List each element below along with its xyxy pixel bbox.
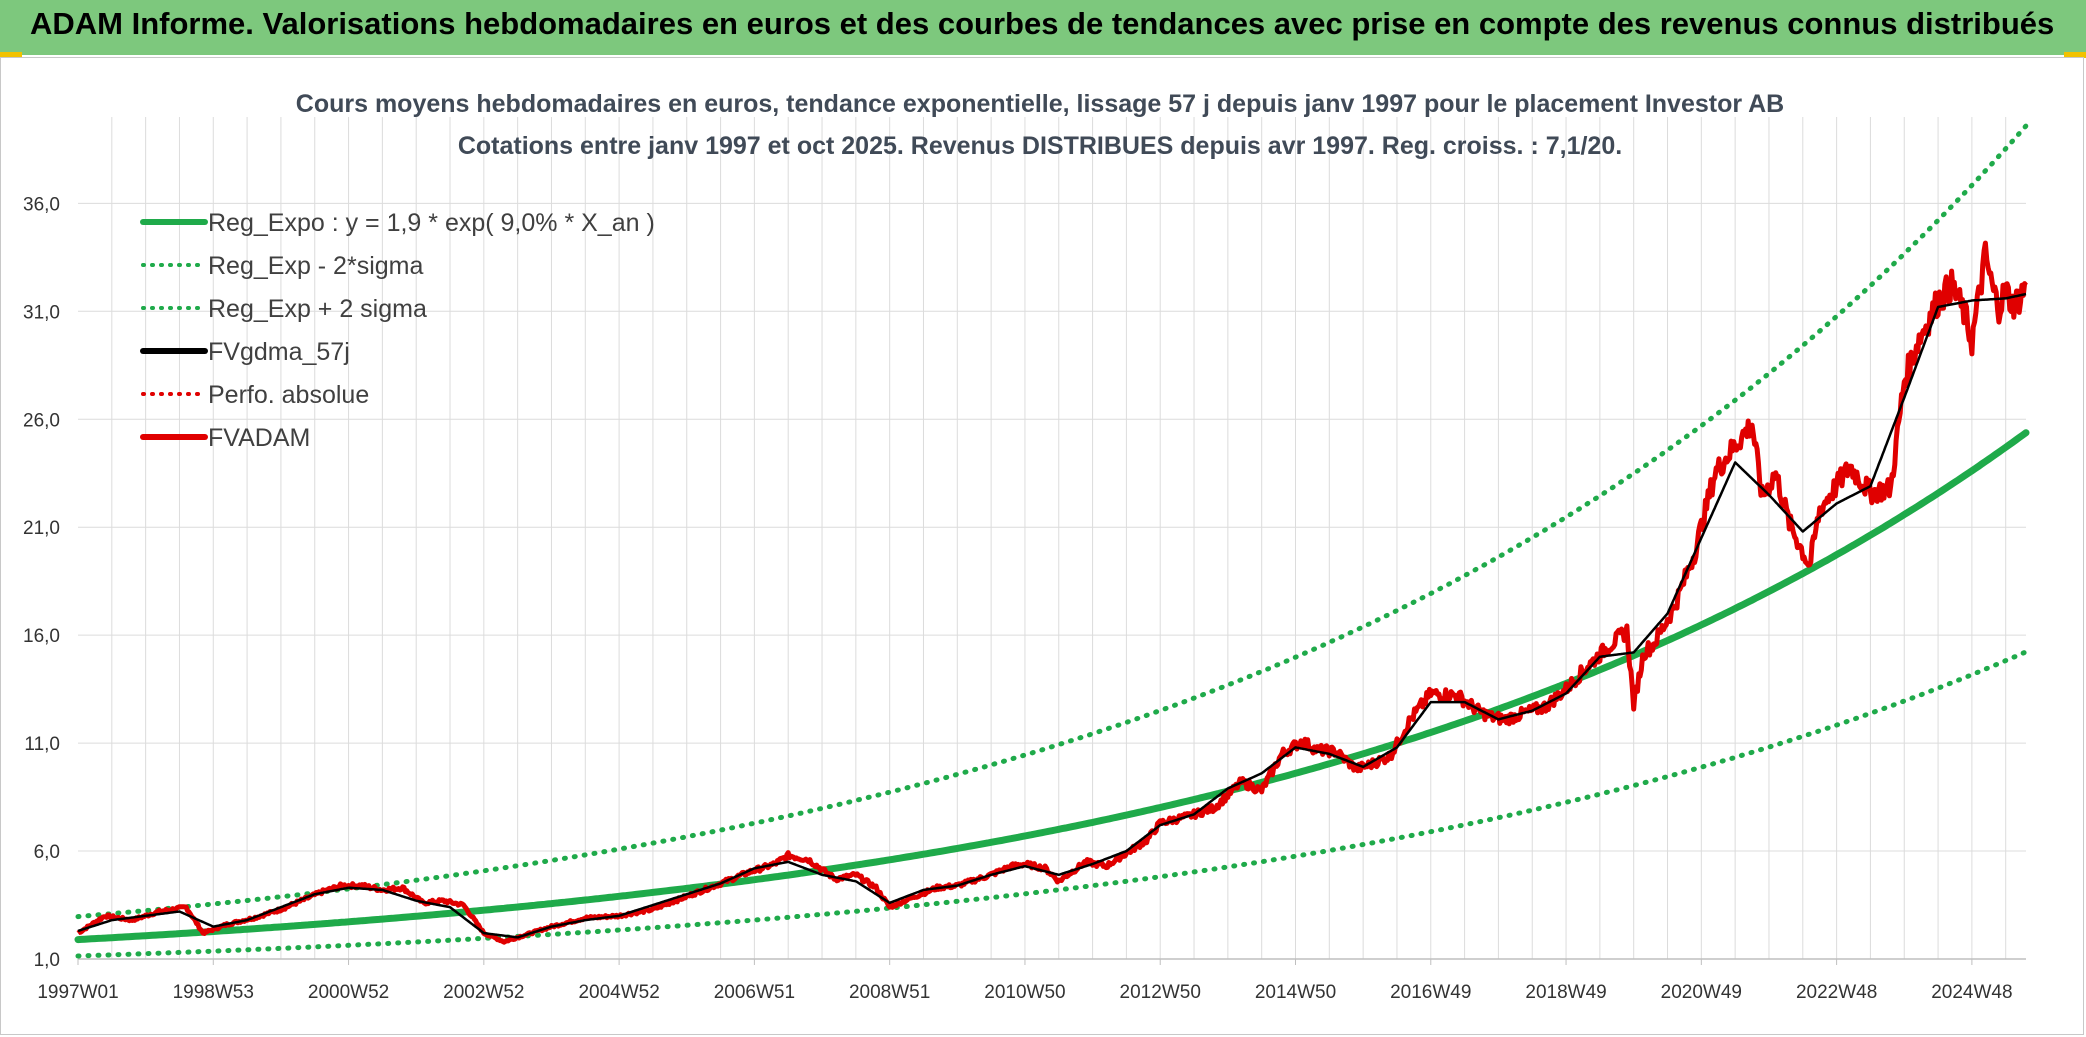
x-tick-label: 2018W49: [1525, 982, 1606, 1003]
fvgdma-57j-line: [77, 292, 2027, 939]
chart-frame: [0, 57, 2084, 1035]
legend-perfo-absolue-label: Perfo. absolue: [208, 381, 369, 409]
x-tick-label: 2024W48: [1931, 982, 2012, 1003]
reg-exp-plus-2sigma-line: [75, 123, 2029, 920]
report-title: ADAM Informe. Valorisations hebdomadaire…: [30, 6, 2055, 41]
y-tick-label: 31,0: [23, 302, 60, 323]
fvadam-line: [76, 240, 2028, 945]
x-tick-label: 1997W01: [37, 982, 118, 1003]
x-tick-label: 2010W50: [984, 982, 1065, 1003]
x-tick-label: 2000W52: [308, 982, 389, 1003]
legend-fvgdma-label: FVgdma_57j: [208, 338, 350, 366]
legend-reg-exp-plus-label: Reg_Exp + 2 sigma: [208, 295, 427, 323]
x-tick-label: 2020W49: [1661, 982, 1742, 1003]
chart-axes: 1,0 6,0 11,0 16,0 21,0 26,0 31,0 36,0 1997W01 199…: [23, 194, 2026, 1003]
corner-accent-left: [0, 52, 22, 58]
y-tick-label: 26,0: [23, 410, 60, 431]
x-tick-label: 2006W51: [714, 982, 795, 1003]
x-tick-label: 2012W50: [1120, 982, 1201, 1003]
legend-fvadam-label: FVADAM: [208, 424, 310, 452]
price-series: [76, 240, 2028, 945]
reg-expo-line: [74, 429, 2030, 944]
legend-reg-exp-minus-label: Reg_Exp - 2*sigma: [208, 252, 423, 280]
x-tick-label: 2002W52: [443, 982, 524, 1003]
x-tick-label: 2022W48: [1796, 982, 1877, 1003]
y-tick-label: 1,0: [34, 950, 60, 971]
x-tick-label: 1998W53: [173, 982, 254, 1003]
y-tick-label: 11,0: [24, 734, 60, 755]
reg-exp-minus-2sigma-line: [75, 649, 2029, 959]
chart-subtitle: Cotations entre janv 1997 et oct 2025. R…: [458, 132, 1622, 160]
x-tick-label: 2014W50: [1255, 982, 1336, 1003]
chart-legend: Reg_Expo : y = 1,9 * exp( 9,0% * X_an ) R…: [140, 209, 655, 452]
x-tick-label: 2004W52: [578, 982, 659, 1003]
y-tick-label: 21,0: [23, 518, 60, 539]
report-banner: ADAM Informe. Valorisations hebdomadaire…: [0, 0, 2086, 55]
y-tick-label: 36,0: [23, 194, 60, 215]
corner-accent-right: [2064, 52, 2086, 58]
x-tick-label: 2016W49: [1390, 982, 1471, 1003]
y-tick-label: 16,0: [23, 626, 60, 647]
chart-title: Cours moyens hebdomadaires en euros, ten…: [296, 90, 1784, 118]
regression-lines: [74, 123, 2030, 959]
x-tick-label: 2008W51: [849, 982, 930, 1003]
legend-reg-expo-label: Reg_Expo : y = 1,9 * exp( 9,0% * X_an ): [208, 209, 655, 237]
y-tick-label: 6,0: [34, 842, 60, 863]
